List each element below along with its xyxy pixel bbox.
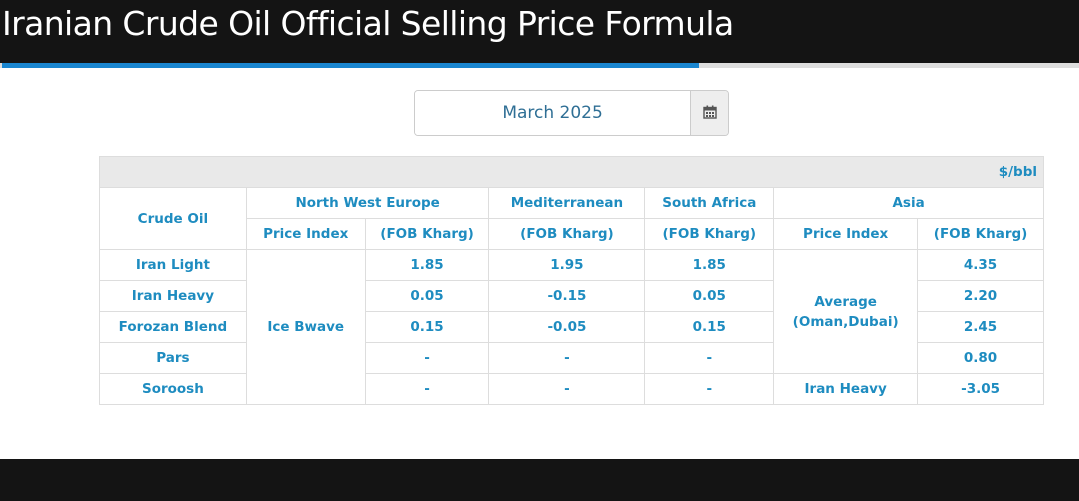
subheader-nwe-price-index: Price Index [245,218,366,250]
calendar-button[interactable] [690,91,728,135]
subheader-row: Price Index (FOB Kharg) (FOB Kharg) (FOB… [100,218,1044,250]
month-picker[interactable] [414,90,729,136]
crude-name: Iran Light [99,249,247,281]
subheader-med-fob: (FOB Kharg) [488,218,646,250]
nwe-value: 0.15 [364,311,490,343]
med-value: -0.05 [488,311,646,343]
subheader-asia-price-index: Price Index [773,218,919,250]
price-table: $/bbl Crude Oil North West Europe Medite… [99,156,1044,405]
unit-label: $/bbl [99,156,1044,188]
med-value: - [488,342,646,374]
asia-value: 2.20 [917,280,1044,312]
nwe-price-index: Ice Bwave [245,249,366,405]
header-asia: Asia [773,187,1044,219]
crude-name: Pars [99,342,247,374]
calendar-icon [702,104,717,123]
nwe-value: - [364,373,490,405]
safrica-value: 1.85 [644,249,775,281]
page-title: Iranian Crude Oil Official Selling Price… [2,4,734,43]
page-header: Iranian Crude Oil Official Selling Price… [0,0,1079,63]
table-row: Soroosh - - - Iran Heavy -3.05 [99,373,1044,405]
table-row: Iran Light Ice Bwave 1.85 1.95 1.85 Aver… [99,249,1044,405]
subheader-asia-fob: (FOB Kharg) [917,218,1044,250]
month-input[interactable] [415,91,691,135]
unit-row: $/bbl [99,156,1044,188]
asia-value: -3.05 [917,373,1044,405]
asia-value: 2.45 [917,311,1044,343]
asia-price-index-soroosh: Iran Heavy [773,373,919,405]
nwe-value: - [364,342,490,374]
header-row: Crude Oil North West Europe Mediterranea… [99,187,1044,250]
asia-value: 0.80 [917,342,1044,374]
crude-name: Forozan Blend [99,311,247,343]
safrica-value: 0.15 [644,311,775,343]
asia-price-index: Average (Oman,Dubai) [773,249,919,374]
table-row: Pars - - - 0.80 [99,342,1044,374]
nwe-value: 0.05 [364,280,490,312]
crude-name: Iran Heavy [99,280,247,312]
header-underline-accent [2,63,699,68]
med-value: -0.15 [488,280,646,312]
header-south-africa: South Africa [644,187,775,219]
subheader-nwe-fob: (FOB Kharg) [364,218,490,250]
safrica-value: - [644,342,775,374]
asia-value: 4.35 [917,249,1044,281]
nwe-value: 1.85 [364,249,490,281]
safrica-value: 0.05 [644,280,775,312]
header-mediterranean: Mediterranean [488,187,646,219]
header-north-west-europe: North West Europe [245,187,490,219]
med-value: - [488,373,646,405]
crude-name: Soroosh [99,373,247,405]
safrica-value: - [644,373,775,405]
header-crude-oil: Crude Oil [99,187,247,250]
subheader-safrica-fob: (FOB Kharg) [644,218,775,250]
med-value: 1.95 [488,249,646,281]
page-footer [0,459,1079,501]
